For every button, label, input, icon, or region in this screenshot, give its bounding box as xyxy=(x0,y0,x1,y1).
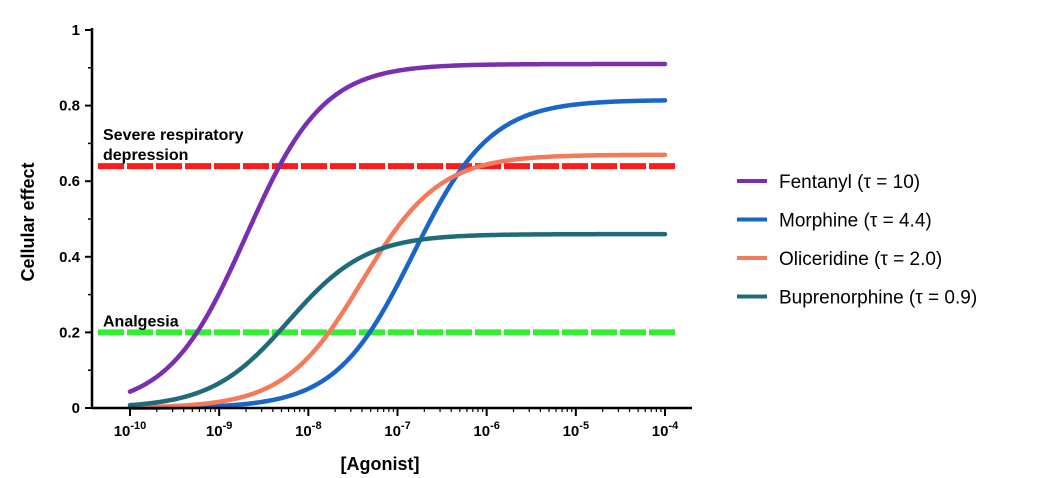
threshold-annotations: Severe respiratory depression Analgesia xyxy=(103,127,244,330)
legend-label-2: Oliceridine (τ = 2.0) xyxy=(779,249,942,270)
y-tick-label: 0 xyxy=(72,400,80,417)
series-line-2 xyxy=(127,152,668,410)
x-tick-label: 10-9 xyxy=(206,420,232,440)
legend-label-0: Fentanyl (τ = 10) xyxy=(779,172,920,193)
series-line-1 xyxy=(127,98,668,411)
dose-response-curves xyxy=(127,61,668,411)
x-tick-label: 10-6 xyxy=(473,420,499,440)
y-tick-label: 1 xyxy=(72,22,80,39)
axes: 0 0.2 0.4 0.6 0.8 1 10-10 10-9 10-8 10-7 10-6 10-5 1… xyxy=(59,22,692,440)
x-tick-label: 10-5 xyxy=(563,420,589,440)
annotation-severe: Severe respiratory xyxy=(103,127,244,144)
annotation-analgesia: Analgesia xyxy=(103,313,179,330)
x-tick-label: 10-7 xyxy=(384,420,410,440)
y-tick-label: 0.2 xyxy=(59,324,80,341)
y-tick-label: 0.6 xyxy=(59,173,80,190)
x-tick-label: 10-10 xyxy=(114,420,147,440)
y-tick-label: 0.4 xyxy=(59,249,81,266)
series-line-0 xyxy=(127,61,668,394)
x-axis-title: [Agonist] xyxy=(341,454,420,474)
annotation-severe: depression xyxy=(103,147,188,164)
y-axis-title: Cellular effect xyxy=(18,162,38,281)
legend-label-1: Morphine (τ = 4.4) xyxy=(779,211,932,232)
y-tick-label: 0.8 xyxy=(59,98,80,115)
x-tick-label: 10-8 xyxy=(295,420,321,440)
legend: Fentanyl (τ = 10) Morphine (τ = 4.4) Olice… xyxy=(737,172,977,309)
x-tick-label: 10-4 xyxy=(652,420,679,440)
legend-label-3: Buprenorphine (τ = 0.9) xyxy=(779,288,977,309)
series-line-3 xyxy=(127,231,668,408)
